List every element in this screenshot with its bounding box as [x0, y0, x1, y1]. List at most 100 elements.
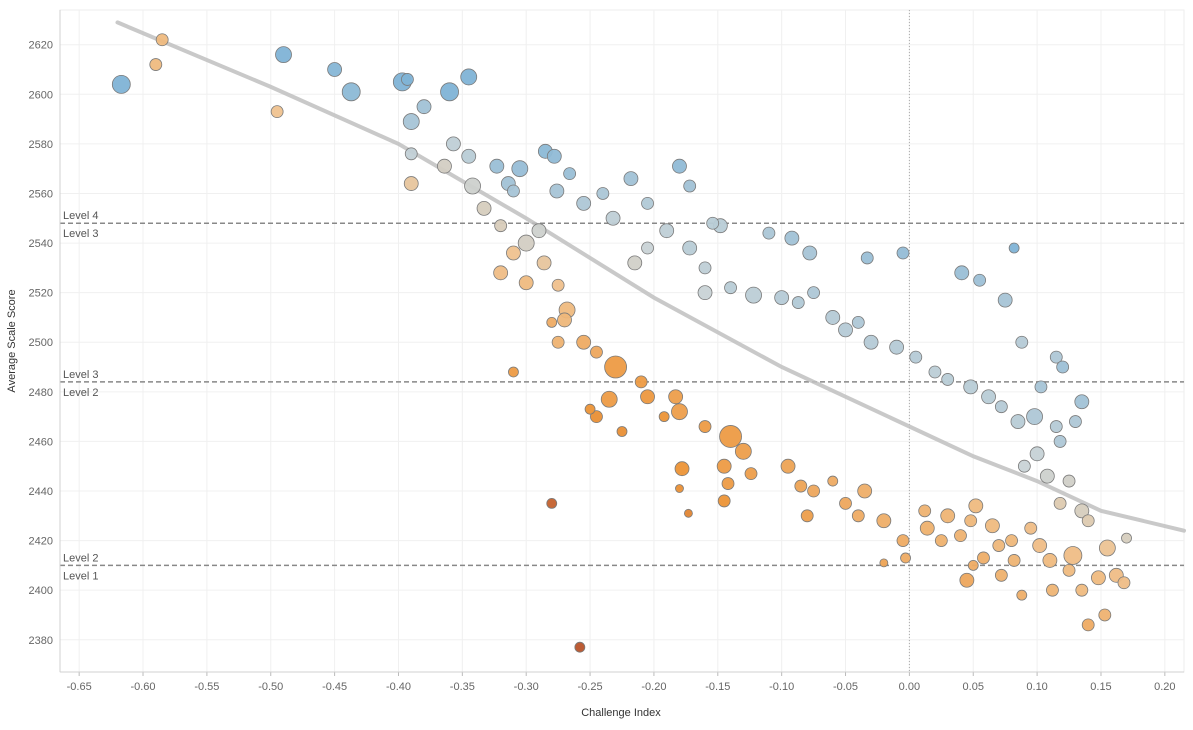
x-tick-label: -0.15 [705, 681, 730, 693]
x-tick-label: -0.40 [386, 681, 411, 693]
data-point [590, 345, 603, 359]
data-point [896, 246, 910, 260]
data-point [155, 33, 169, 47]
data-point [275, 46, 292, 64]
data-point [563, 167, 577, 181]
data-point [1017, 459, 1031, 473]
data-point [1062, 563, 1076, 577]
data-point [1075, 583, 1089, 597]
y-tick-label: 2560 [29, 188, 53, 200]
data-points [111, 33, 1132, 653]
x-tick-label: -0.25 [578, 681, 603, 693]
data-point [508, 366, 519, 378]
data-point [402, 113, 420, 130]
y-tick-label: 2520 [29, 288, 53, 300]
x-tick-label: 0.10 [1026, 681, 1047, 693]
data-point [1074, 394, 1090, 410]
data-point [1007, 554, 1021, 567]
data-point [551, 278, 565, 292]
x-tick-label: -0.05 [833, 681, 858, 693]
data-point [716, 458, 732, 474]
data-point [1069, 415, 1082, 428]
data-point [476, 200, 492, 216]
data-point [784, 230, 800, 246]
grid [59, 9, 1185, 673]
data-point [1081, 618, 1095, 632]
data-point [977, 551, 990, 565]
y-axis-title: Average Scale Score [6, 289, 18, 392]
data-point [717, 494, 731, 508]
data-point [1005, 534, 1018, 547]
data-point [780, 458, 796, 474]
plot-frame [59, 9, 1185, 673]
data-point [1029, 446, 1045, 462]
data-point [536, 255, 552, 271]
data-point [1032, 538, 1048, 553]
data-point [557, 312, 572, 328]
data-point [327, 62, 343, 77]
data-point [973, 273, 987, 287]
x-tick-label: -0.45 [322, 681, 347, 693]
data-point [668, 389, 684, 405]
trend-line [115, 20, 1186, 533]
data-point [698, 420, 712, 433]
data-point [416, 99, 432, 115]
data-point [838, 322, 853, 338]
data-point [745, 286, 762, 304]
data-point [684, 508, 693, 518]
data-point [546, 498, 558, 509]
data-point [674, 461, 690, 477]
data-point [968, 498, 984, 514]
data-point [518, 275, 534, 291]
data-point [918, 504, 932, 518]
data-point [634, 375, 648, 389]
data-point [1062, 474, 1076, 488]
data-point [919, 520, 935, 536]
data-point [511, 160, 529, 178]
data-point [807, 484, 820, 498]
x-tick-label: 0.20 [1154, 681, 1175, 693]
data-point [889, 339, 905, 355]
data-point [876, 513, 892, 529]
data-point [827, 475, 839, 487]
x-tick-label: -0.65 [67, 681, 92, 693]
reference-label-below: Level 1 [63, 570, 98, 582]
data-point [641, 196, 654, 210]
data-point [851, 509, 865, 523]
data-point [719, 425, 742, 448]
data-point [879, 558, 889, 568]
y-tick-label: 2500 [29, 337, 53, 349]
data-point [1098, 608, 1112, 622]
data-point [1034, 380, 1048, 394]
data-point [954, 529, 967, 543]
data-point [807, 286, 820, 300]
data-point [941, 373, 955, 386]
data-point [464, 177, 481, 195]
trend-line-path [115, 20, 1186, 533]
data-point [825, 310, 841, 325]
data-point [658, 411, 670, 423]
data-point [721, 477, 735, 490]
data-point [1010, 414, 1026, 429]
data-point [341, 82, 361, 102]
data-point [494, 219, 508, 233]
data-point [1053, 497, 1067, 510]
reference-label-below: Level 3 [63, 228, 98, 240]
x-tick-label: -0.35 [450, 681, 475, 693]
data-point [401, 73, 414, 86]
data-point [934, 534, 948, 547]
data-point [461, 148, 477, 164]
data-point [1026, 408, 1043, 426]
data-point [994, 568, 1008, 582]
y-tick-label: 2620 [29, 40, 53, 52]
x-tick-label: 0.00 [899, 681, 920, 693]
data-point [967, 559, 979, 571]
data-point [574, 641, 586, 653]
data-point [698, 261, 712, 275]
data-point [744, 467, 758, 481]
data-point [683, 179, 697, 193]
reference-label-above: Level 4 [63, 210, 98, 222]
data-point [734, 442, 752, 460]
